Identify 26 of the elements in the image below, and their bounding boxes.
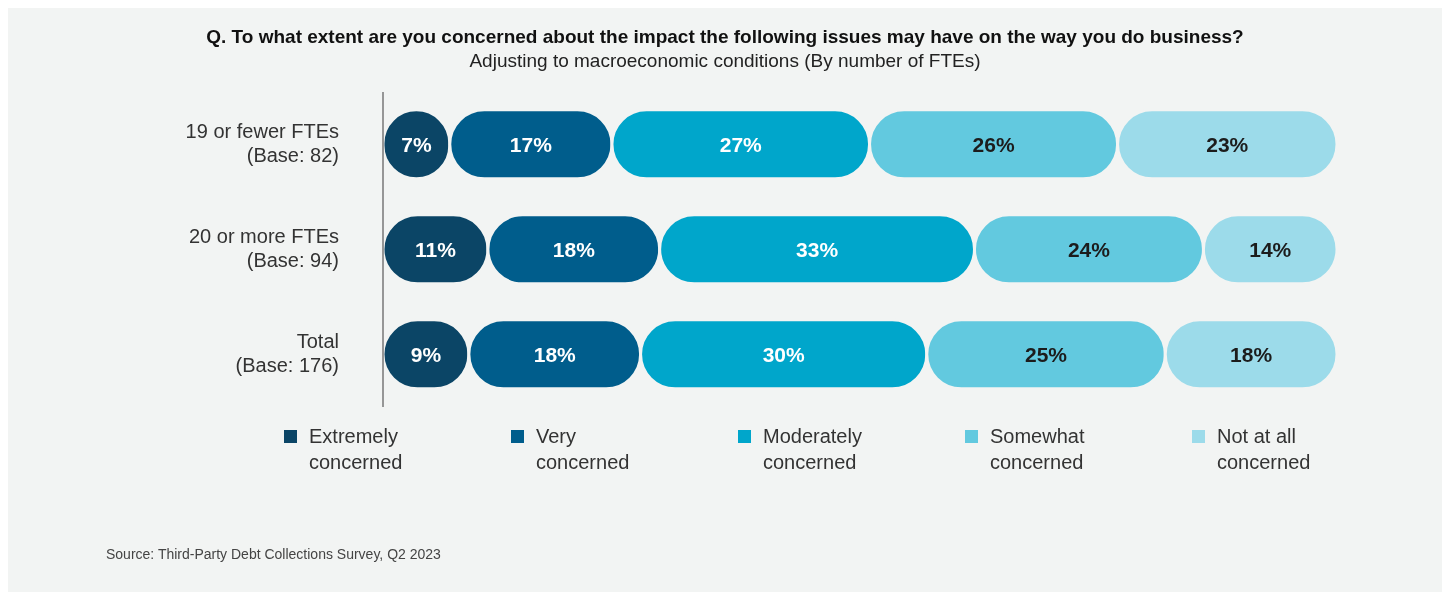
y-tick-label: 19 or fewer FTEs (Base: 82)	[185, 119, 339, 166]
data-label: 33%	[796, 237, 839, 261]
legend-label: Extremely concerned	[309, 424, 404, 475]
legend-label: Moderately concerned	[763, 424, 863, 475]
data-label: 30%	[762, 342, 806, 366]
data-label: 23%	[1206, 132, 1249, 156]
data-label: 11%	[415, 237, 457, 261]
legend-label: Very concerned	[536, 424, 631, 475]
data-label: 18%	[552, 237, 596, 261]
legend-label: Somewhat concerned	[990, 424, 1086, 475]
data-label: 27%	[719, 132, 763, 156]
data-label: 18%	[1230, 342, 1273, 366]
y-tick-label: Total (Base: 176)	[235, 329, 339, 376]
legend-label: Not at all concerned	[1217, 424, 1312, 475]
data-label: 26%	[972, 132, 1015, 156]
data-label: 14%	[1249, 237, 1292, 261]
y-tick-label: 20 or more FTEs (Base: 94)	[188, 224, 339, 271]
data-label: 24%	[1067, 237, 1111, 261]
data-label: 9%	[410, 342, 442, 366]
data-label: 17%	[509, 132, 553, 156]
data-label: 25%	[1025, 342, 1068, 366]
source-note: Source: Third-Party Debt Collections Survey, Q2 2023	[106, 546, 441, 562]
data-label: 7%	[401, 132, 432, 156]
data-label: 18%	[533, 342, 577, 366]
chart-subtitle: Adjusting to macroeconomic conditions (By number of FTEs)	[468, 50, 982, 72]
chart-title: Q. To what extent are you concerned about the impact the following issues may have on the way you do business?	[205, 26, 1245, 48]
